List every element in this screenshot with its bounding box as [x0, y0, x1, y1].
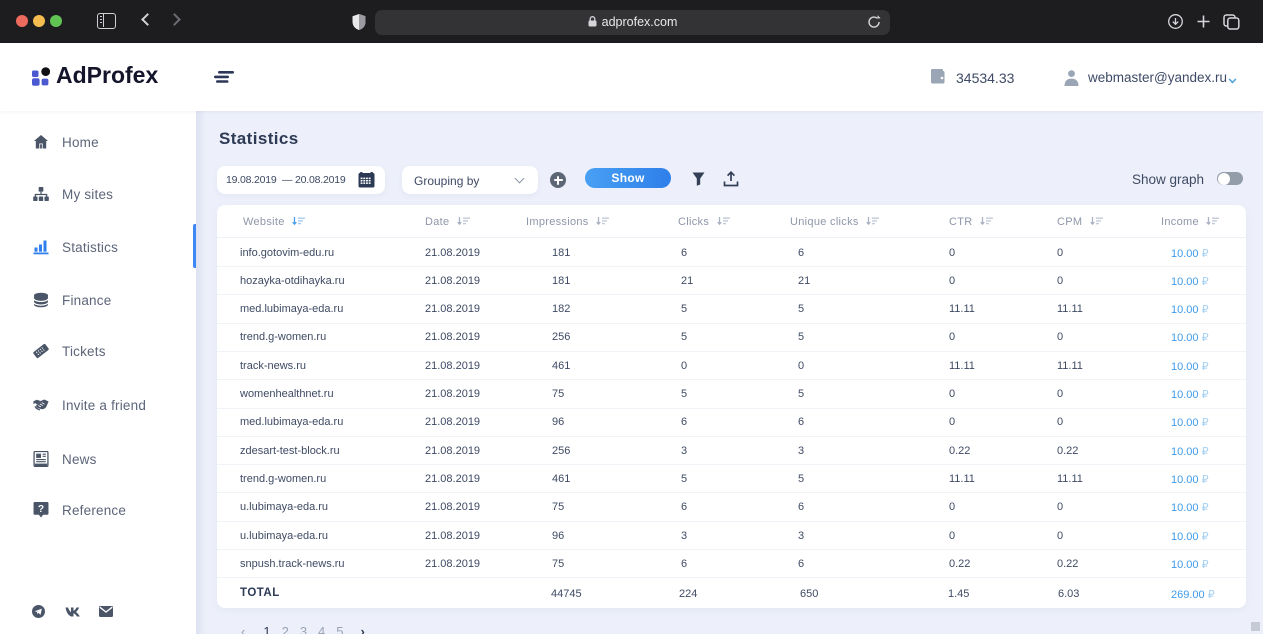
svg-text:?: ?: [38, 504, 44, 515]
